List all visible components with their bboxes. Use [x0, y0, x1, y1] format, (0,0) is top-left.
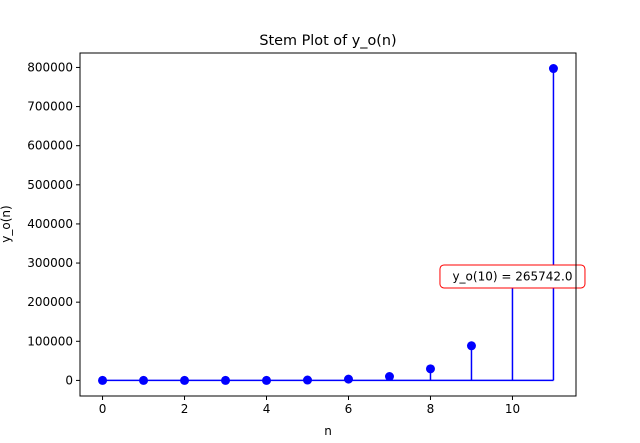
y-tick-label: 800000	[27, 60, 73, 74]
x-tick-label: 10	[505, 402, 520, 416]
x-tick-label: 4	[263, 402, 271, 416]
x-tick-label: 2	[181, 402, 189, 416]
y-tick-label: 500000	[27, 178, 73, 192]
plot-frame	[79, 52, 577, 397]
chart-title: Stem Plot of y_o(n)	[259, 33, 396, 49]
x-axis-label: n	[324, 424, 332, 438]
stem-marker	[384, 372, 394, 382]
stem-marker	[180, 375, 190, 385]
stem-marker	[548, 64, 558, 74]
y-tick-label: 0	[65, 373, 73, 387]
y-tick-label: 300000	[27, 256, 73, 270]
annotation-text: y_o(10) = 265742.0	[452, 269, 572, 283]
stem-marker	[343, 374, 353, 384]
annotation-box	[439, 264, 586, 289]
stems-layer	[101, 68, 555, 382]
x-tick-label: 8	[427, 402, 435, 416]
stem-marker	[221, 375, 231, 385]
y-axis-ticks: 0 100000 200000 300000 400000 500000 600000 700…	[27, 60, 80, 387]
y-tick-label: 600000	[27, 139, 73, 153]
stem-marker	[425, 364, 435, 374]
x-axis-ticks: 0 2 4 6 8 10	[99, 396, 520, 416]
stem-marker	[262, 375, 272, 385]
y-axis-label: y_o(n)	[0, 205, 13, 242]
plot-area: y_o(10) = 265742.0	[98, 64, 586, 385]
stem-marker	[466, 341, 476, 351]
y-tick-label: 700000	[27, 100, 73, 114]
y-tick-label: 100000	[27, 334, 73, 348]
stem-marker	[303, 375, 313, 385]
x-tick-label: 6	[345, 402, 353, 416]
x-tick-label: 0	[99, 402, 107, 416]
annotation-layer: y_o(10) = 265742.0	[439, 264, 586, 289]
y-tick-label: 400000	[27, 217, 73, 231]
y-tick-label: 200000	[27, 295, 73, 309]
stem-marker	[139, 375, 149, 385]
stem-marker	[98, 375, 108, 385]
